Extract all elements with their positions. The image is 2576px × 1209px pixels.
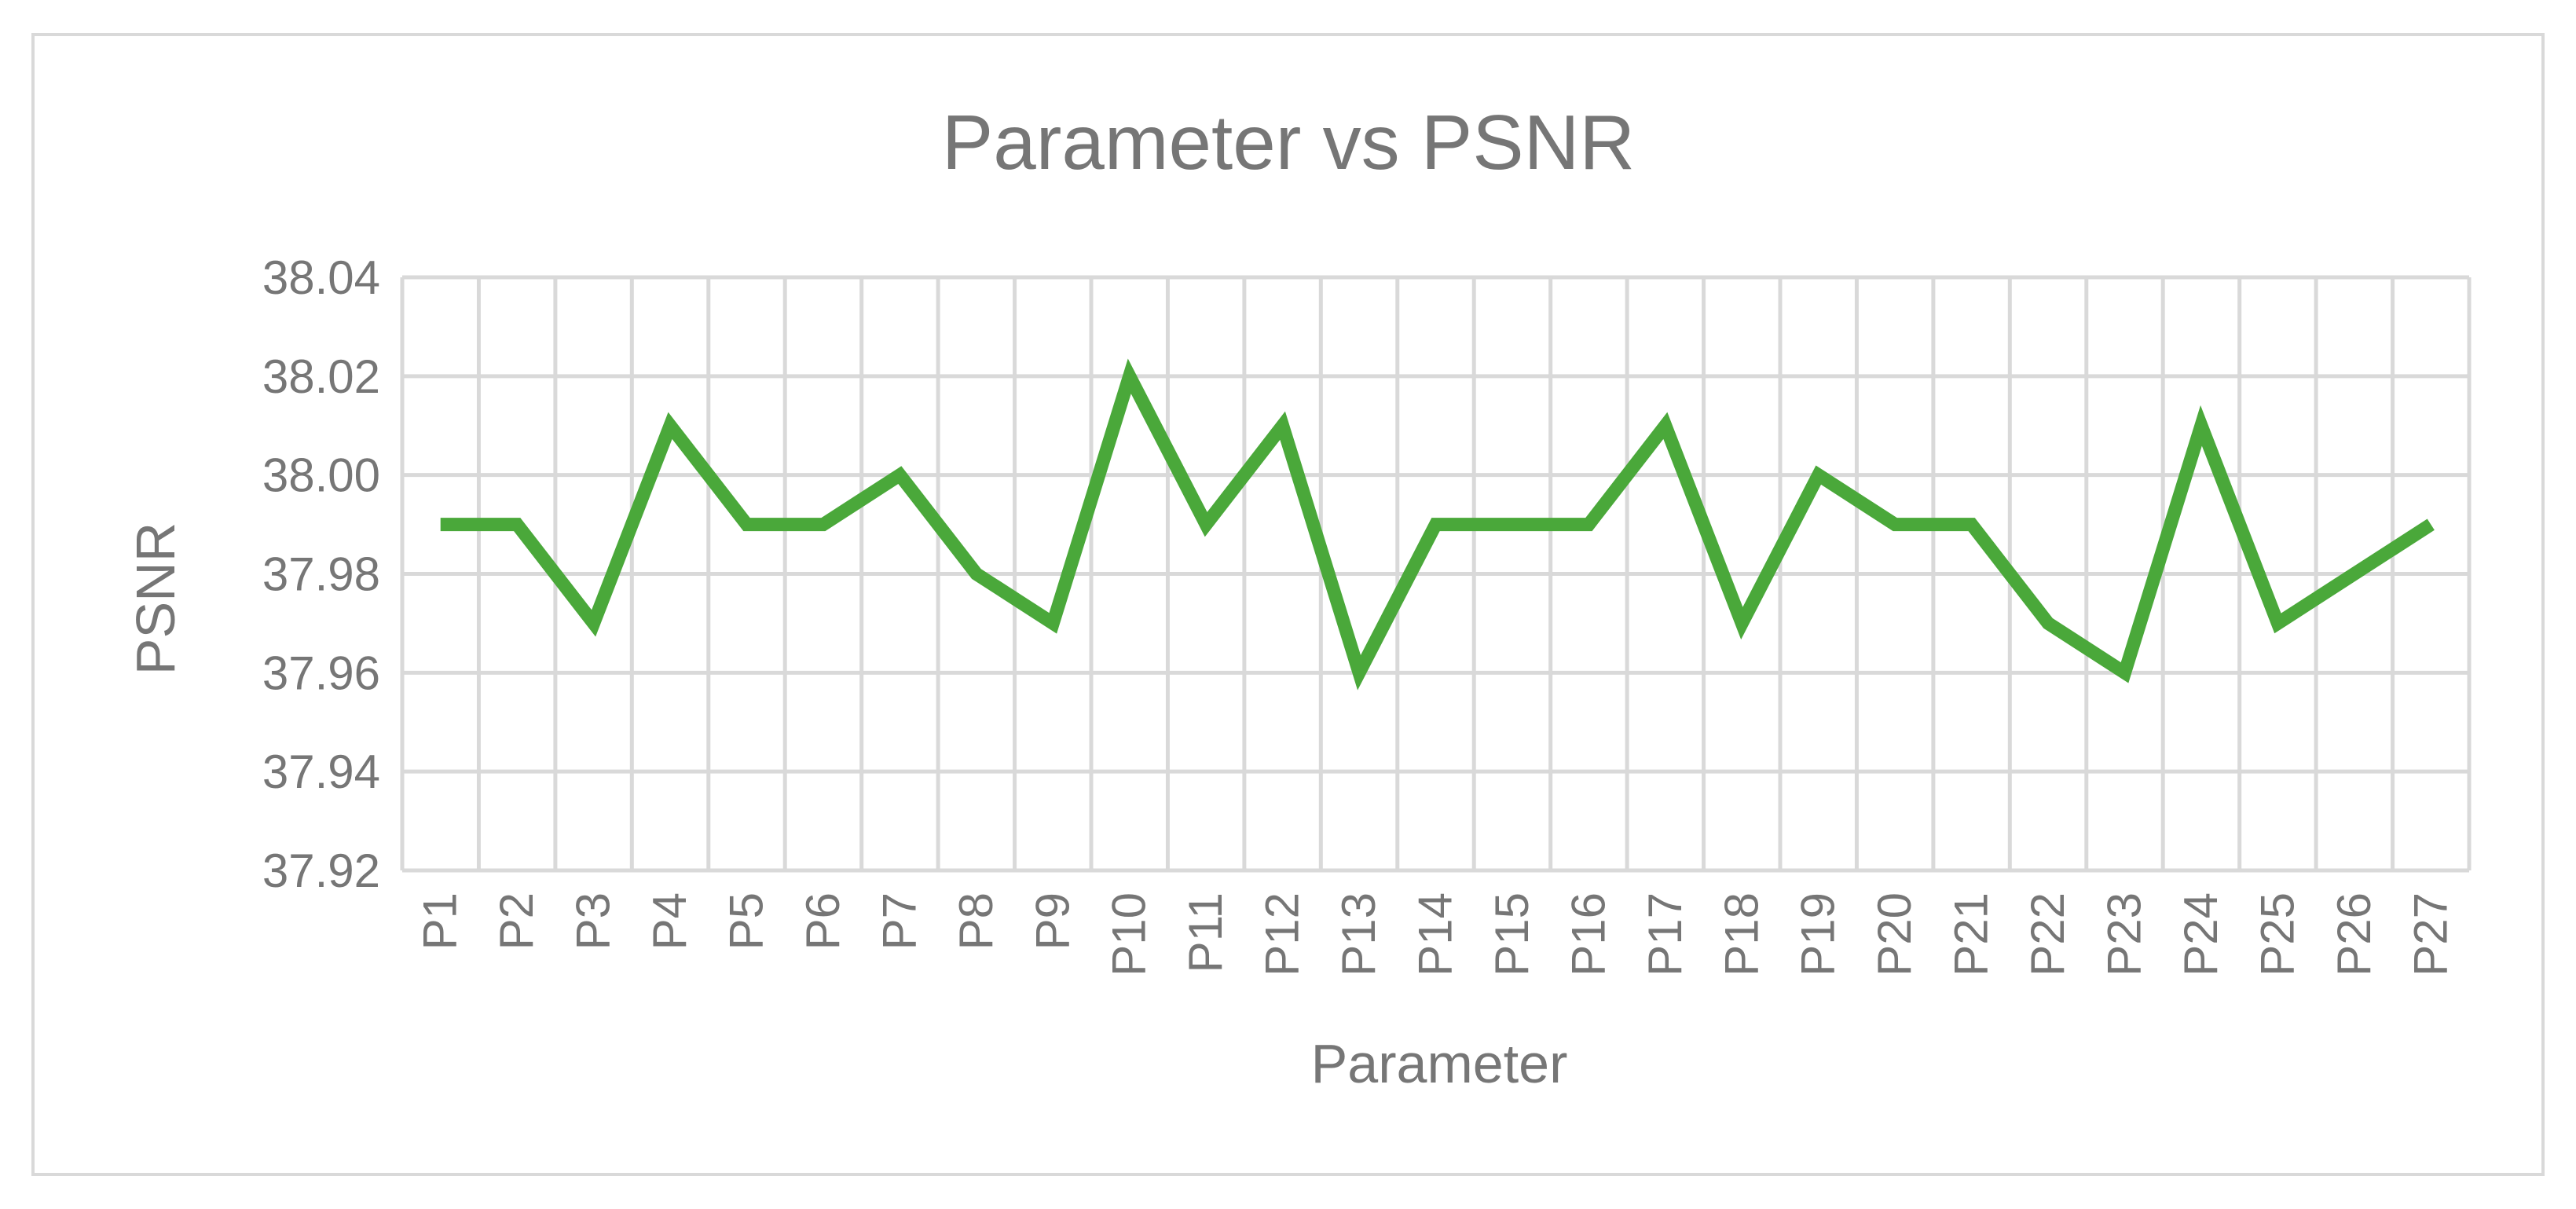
x-tick-label: P12 [1256,892,1309,976]
x-tick-label: P17 [1639,892,1691,976]
x-tick-label: P13 [1332,892,1385,976]
x-tick-label: P5 [720,892,773,950]
x-axis-title: Parameter [1311,1033,1568,1094]
x-tick-label: P20 [1868,892,1921,976]
y-axis-title: PSNR [125,522,186,675]
x-tick-label: P21 [1945,892,1998,976]
series-lines [440,358,2435,691]
x-tick-label: P4 [643,892,696,950]
x-tick-label: P11 [1179,892,1232,973]
x-tick-label: P16 [1562,892,1614,976]
x-tick-label: P1 [414,892,467,950]
x-tick-label: P8 [950,892,1002,950]
x-tick-label: P18 [1715,892,1768,976]
x-tick-label: P25 [2251,892,2303,976]
x-tick-label: P19 [1792,892,1845,976]
x-tick-label: P2 [490,892,543,950]
y-tick-label: 37.94 [262,746,380,798]
x-tick-label: P6 [797,892,849,950]
y-tick-label: 38.04 [262,251,380,304]
x-tick-label: P10 [1103,892,1156,976]
y-tick-label: 37.92 [262,844,380,897]
x-tick-label: P15 [1486,892,1538,976]
y-tick-label: 37.96 [262,647,380,699]
x-tick-label: P3 [567,892,620,950]
x-tick-label: P7 [873,892,925,950]
x-tick-label: P9 [1026,892,1079,950]
chart-frame [31,33,2545,1176]
chart-title: Parameter vs PSNR [942,99,1635,185]
x-tick-label: P23 [2098,892,2151,976]
x-tick-labels: P1 P2 P3 P4 P5 P6 P7 P8 P9 P10 P11 P12 P13 P14 P15 P16 P… [414,892,2457,976]
y-tick-label: 37.98 [262,548,380,601]
x-tick-label: P27 [2404,892,2457,976]
x-tick-label: P14 [1409,892,1462,976]
y-tick-labels: 37.92 37.94 37.96 37.98 38.00 38.02 38.04 [262,251,380,897]
y-tick-label: 38.00 [262,449,380,502]
x-tick-label: P22 [2021,892,2074,976]
x-tick-label: P24 [2175,892,2227,976]
y-tick-label: 38.02 [262,350,380,403]
x-tick-label: P26 [2328,892,2380,976]
